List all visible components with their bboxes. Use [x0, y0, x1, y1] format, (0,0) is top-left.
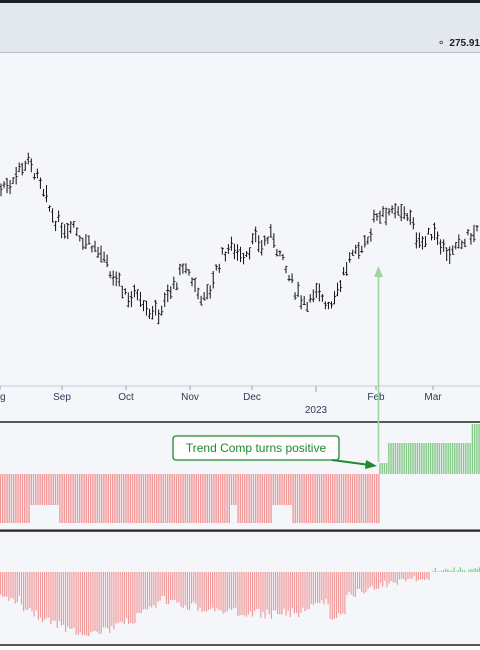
price-readout: ⚬ 275.91	[437, 38, 480, 49]
x-tick-label: g	[0, 392, 6, 403]
callout-arrow-head	[365, 460, 377, 469]
callout-box	[172, 435, 340, 461]
x-tick-label: Dec	[243, 392, 261, 403]
x-tick-label: Nov	[181, 392, 199, 403]
x-tick-label: Sep	[53, 392, 71, 403]
circle-dot-icon: ⚬	[437, 38, 446, 49]
callout-text: Trend Comp turns positive	[186, 441, 327, 455]
price-value: 275.91	[449, 38, 480, 49]
callout-arrow-line	[331, 459, 371, 466]
x-tick-label: Oct	[118, 392, 134, 403]
trend-arrow-head	[374, 266, 383, 277]
x-tick-label: Feb	[367, 392, 385, 403]
price-panel	[0, 53, 480, 422]
chart-toolbar: ⚬ 275.91	[0, 0, 480, 53]
year-label: 2023	[305, 405, 328, 416]
toolbar-top-border	[0, 0, 480, 3]
x-tick-label: Mar	[424, 392, 442, 403]
